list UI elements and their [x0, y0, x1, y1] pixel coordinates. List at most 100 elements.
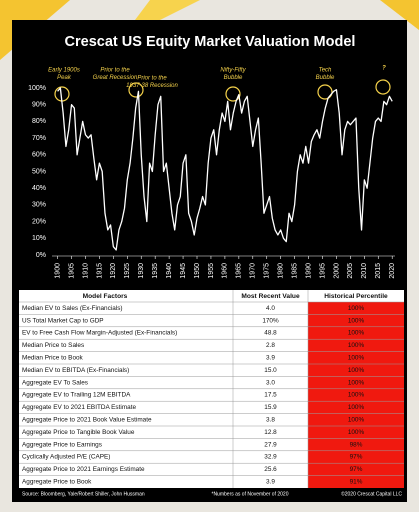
table-cell: 97%	[350, 454, 363, 461]
table-cell: 27.9	[264, 441, 277, 448]
annotation: Bubble	[316, 75, 335, 81]
y-tick-label: 20%	[32, 218, 46, 225]
table-cell: 3.9	[266, 354, 275, 361]
y-tick-label: 10%	[32, 235, 46, 242]
y-tick-label: 50%	[32, 168, 46, 175]
table-header: Historical Percentile	[324, 293, 388, 300]
percentile-cell	[308, 413, 404, 426]
table-cell: 3.8	[266, 416, 275, 423]
table-cell: 100%	[348, 342, 365, 349]
percentile-cell	[308, 364, 404, 377]
chart-title: Crescat US Equity Market Valuation Model	[65, 34, 356, 50]
y-tick-label: 80%	[32, 118, 46, 125]
x-tick-label: 2005	[347, 263, 354, 279]
table-cell: Aggregate EV to Trailing 12M EBITDA	[22, 392, 131, 399]
percentile-cell	[308, 450, 404, 464]
table-header: Most Recent Value	[241, 293, 300, 300]
table-cell: 15.0	[264, 367, 277, 374]
x-tick-label: 1940	[166, 263, 173, 279]
table-cell: 3.0	[266, 379, 275, 386]
percentile-cell	[308, 475, 404, 488]
table-cell: US Total Market Cap to GDP	[22, 317, 104, 324]
table-cell: 15.9	[264, 404, 277, 411]
table-cell: Aggregate Price to 2021 Book Value Estim…	[22, 416, 152, 423]
x-tick-label: 1910	[82, 263, 89, 279]
percentile-cell	[308, 438, 404, 451]
table-cell: 4.0	[266, 305, 275, 312]
data-line	[57, 87, 393, 251]
table-cell: Aggregate Price to Book	[22, 478, 92, 485]
table-cell: 100%	[348, 305, 365, 312]
x-tick-label: 1960	[222, 263, 229, 279]
x-tick-label: 1995	[319, 263, 326, 279]
y-tick-label: 30%	[32, 202, 46, 209]
table-cell: Median Price to Book	[22, 354, 84, 361]
y-tick-label: 90%	[32, 102, 46, 109]
annotation: Nifty-Fifty	[220, 68, 246, 74]
table-header: Model Factors	[83, 293, 128, 300]
footer-note: *Numbers as of November of 2020	[212, 491, 289, 497]
x-tick-label: 1905	[68, 263, 75, 279]
table-cell: Cyclically Adjusted P/E (CAPE)	[22, 454, 110, 461]
table-cell: 100%	[348, 429, 365, 436]
x-tick-label: 1990	[305, 263, 312, 279]
annotation: Great Recession	[93, 75, 138, 81]
x-tick-label: 1945	[180, 263, 187, 279]
highlight-circle	[225, 86, 241, 102]
y-tick-label: 100%	[28, 85, 46, 92]
percentile-cell	[308, 388, 404, 402]
table-cell: 100%	[348, 416, 365, 423]
table-cell: 100%	[348, 354, 365, 361]
table-cell: Aggregate Price to Tangible Book Value	[22, 429, 135, 436]
annotation: Early 1900s	[48, 68, 80, 74]
table-cell: 25.6	[264, 466, 277, 473]
x-tick-label: 1955	[208, 263, 215, 279]
table-cell: 100%	[348, 404, 365, 411]
percentile-cell	[308, 326, 404, 340]
x-tick-label: 1965	[236, 263, 243, 279]
table-cell: Aggregate Price to Earnings	[22, 441, 102, 448]
x-tick-label: 1970	[250, 263, 257, 279]
x-tick-label: 2020	[389, 263, 396, 279]
y-tick-label: 0%	[36, 252, 46, 259]
table-cell: Median Price to Sales	[22, 342, 84, 349]
annotation: Prior to the	[100, 68, 130, 74]
table-cell: 97%	[350, 466, 363, 473]
footer-copyright: ©2020 Crescat Capital LLC	[341, 490, 402, 497]
table-cell: 98%	[350, 441, 363, 448]
table-cell: Aggregate EV to 2021 EBITDA Estimate	[22, 404, 136, 411]
table-cell: 12.8	[264, 429, 277, 436]
percentile-cell	[308, 401, 404, 414]
percentile-cell	[308, 463, 404, 476]
x-tick-label: 1920	[110, 263, 117, 279]
table-cell: 48.8	[264, 330, 277, 337]
table-cell: 3.9	[266, 478, 275, 485]
annotation: Tech	[319, 68, 332, 74]
highlight-circle	[375, 79, 391, 95]
percentile-cell	[308, 376, 404, 389]
percentile-cell	[308, 314, 404, 327]
x-tick-label: 1935	[152, 263, 159, 279]
table-cell: 91%	[350, 478, 363, 485]
table-cell: 170%	[262, 317, 279, 324]
x-tick-label: 1925	[124, 263, 131, 279]
table-cell: 100%	[348, 379, 365, 386]
x-tick-label: 1985	[291, 263, 298, 279]
x-tick-label: 1915	[96, 263, 103, 279]
highlight-circle	[128, 82, 144, 98]
table-cell: 100%	[348, 330, 365, 337]
table-cell: Aggregate EV To Sales	[22, 379, 88, 386]
table-cell: 100%	[348, 367, 365, 374]
annotation: Peak	[57, 75, 72, 81]
y-tick-label: 60%	[32, 152, 46, 159]
highlight-circle	[317, 84, 333, 100]
table-cell: EV to Free Cash Flow Margin-Adjusted (Ex…	[22, 330, 177, 337]
table-cell: Median EV to EBITDA (Ex-Financials)	[22, 367, 129, 374]
x-tick-label: 2000	[333, 263, 340, 279]
x-tick-label: 1900	[54, 263, 61, 279]
x-tick-label: 1930	[138, 263, 145, 279]
table-cell: 32.9	[264, 454, 277, 461]
percentile-cell	[308, 351, 404, 364]
percentile-cell	[308, 339, 404, 352]
